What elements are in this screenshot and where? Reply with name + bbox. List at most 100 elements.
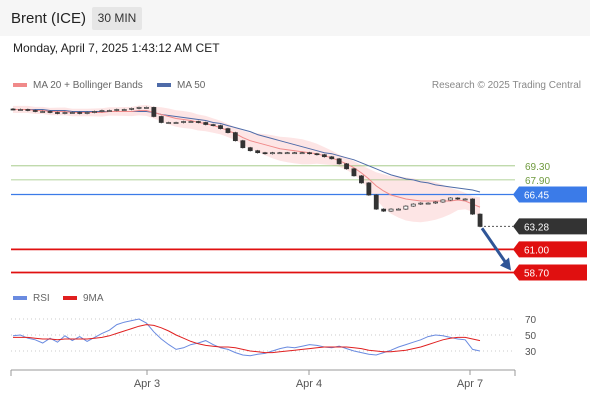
- legend-ma20: MA 20 + Bollinger Bands: [13, 80, 143, 91]
- candle-body: [151, 107, 157, 117]
- candle-body: [195, 121, 201, 123]
- candle-body: [40, 111, 46, 113]
- x-tick-label-1: Apr 4: [296, 378, 322, 390]
- candle-body: [69, 112, 75, 114]
- bollinger-band-fill: [13, 105, 480, 223]
- candle-body: [344, 163, 349, 170]
- candle-body: [136, 107, 142, 109]
- candle-body: [18, 109, 23, 111]
- candle-body: [373, 194, 379, 210]
- candle-body: [262, 152, 268, 155]
- candle-body: [351, 168, 357, 177]
- forecast-arrow-shaft: [480, 227, 509, 266]
- candle-body: [470, 198, 475, 215]
- last-label-3: 63.28: [524, 222, 549, 233]
- candle-body: [166, 122, 172, 124]
- candle-body: [336, 158, 342, 165]
- resistance-label-0: 69.30: [525, 162, 550, 173]
- candle-body: [240, 140, 246, 149]
- candle-body: [425, 202, 431, 205]
- candle-body: [77, 112, 83, 114]
- candle-body: [55, 112, 60, 114]
- candle-body: [329, 156, 335, 160]
- candle-body: [284, 152, 290, 155]
- candle-body: [410, 203, 416, 207]
- x-tick-label-2: Apr 7: [457, 378, 483, 390]
- candle-body: [247, 147, 253, 152]
- candle-body: [203, 122, 209, 125]
- last-tag-3: [513, 218, 587, 235]
- candle-body: [129, 108, 135, 110]
- candle-body: [92, 111, 97, 113]
- rsi-legend-label: RSI: [33, 293, 50, 304]
- candle-body: [455, 197, 461, 200]
- candle-body: [47, 111, 53, 113]
- rsi-tick-label-0: 70: [525, 315, 537, 326]
- candle-body: [121, 109, 127, 111]
- chart-datetime: Monday, April 7, 2025 1:43:12 AM CET: [13, 41, 220, 55]
- support-label-5: 58.70: [524, 269, 549, 280]
- candle-body: [188, 121, 194, 123]
- candle-body: [25, 109, 31, 111]
- candle-body: [114, 109, 120, 111]
- candle-body: [144, 107, 149, 109]
- candle-body: [462, 198, 468, 201]
- candle-body: [314, 153, 320, 156]
- candle-body: [381, 208, 387, 212]
- candle-body: [366, 182, 372, 196]
- candle-body: [292, 152, 298, 155]
- rsi-line: [12, 318, 481, 357]
- support-label-4: 61.00: [524, 245, 549, 256]
- candle-body: [232, 132, 238, 142]
- ma50-swatch: [157, 83, 171, 88]
- candle-body: [396, 208, 401, 211]
- candle-body: [173, 122, 179, 124]
- legend-9ma: 9MA: [63, 293, 104, 304]
- candle-body: [10, 108, 16, 111]
- support-tag-5: [513, 264, 587, 281]
- candle-body: [388, 208, 394, 212]
- candle-body: [321, 154, 327, 158]
- candle-body: [210, 124, 216, 126]
- research-credit: Research © 2025 Trading Central: [431, 80, 581, 91]
- candle-body: [403, 205, 409, 210]
- ma50-line: [13, 109, 481, 193]
- candle-body: [255, 150, 261, 154]
- candle-body: [99, 110, 105, 112]
- rsi-ma-line: [13, 324, 481, 354]
- support-tag-4: [513, 241, 587, 258]
- rsi-tick-label-2: 30: [525, 347, 537, 358]
- legend-rsi: RSI: [13, 293, 50, 304]
- candle-body: [359, 175, 364, 184]
- candle-body: [106, 110, 112, 112]
- ma9-swatch: [63, 296, 77, 301]
- resistance-label-1: 67.90: [525, 176, 550, 187]
- candle-body: [181, 121, 186, 123]
- ma20-legend-label: MA 20 + Bollinger Bands: [33, 80, 143, 91]
- pivot-tag-2: [513, 186, 587, 203]
- forecast-arrow-head: [500, 257, 511, 271]
- candle-body: [270, 152, 275, 155]
- candle-body: [447, 197, 453, 201]
- timeframe-badge[interactable]: 30 MIN: [92, 7, 142, 30]
- candle-body: [440, 199, 446, 203]
- candle-body: [299, 152, 305, 155]
- rsi-tick-label-1: 50: [525, 331, 537, 342]
- pivot-label-2: 66.45: [524, 191, 549, 202]
- candle-body: [32, 110, 38, 112]
- candle-body: [277, 152, 283, 155]
- ma50-legend-label: MA 50: [177, 80, 206, 91]
- legend-ma50: MA 50: [157, 80, 205, 91]
- chart-header: Brent (ICE) 30 MIN: [0, 0, 590, 36]
- candle-body: [84, 112, 90, 114]
- candle-body: [225, 128, 231, 133]
- ma9-legend-label: 9MA: [83, 293, 104, 304]
- ma20-line: [13, 109, 481, 208]
- rsi-swatch: [13, 296, 27, 301]
- candle-body: [307, 152, 312, 155]
- ma20-swatch: [13, 83, 27, 88]
- candle-body: [62, 112, 68, 114]
- candle-body: [477, 213, 483, 227]
- candle-body: [218, 125, 223, 129]
